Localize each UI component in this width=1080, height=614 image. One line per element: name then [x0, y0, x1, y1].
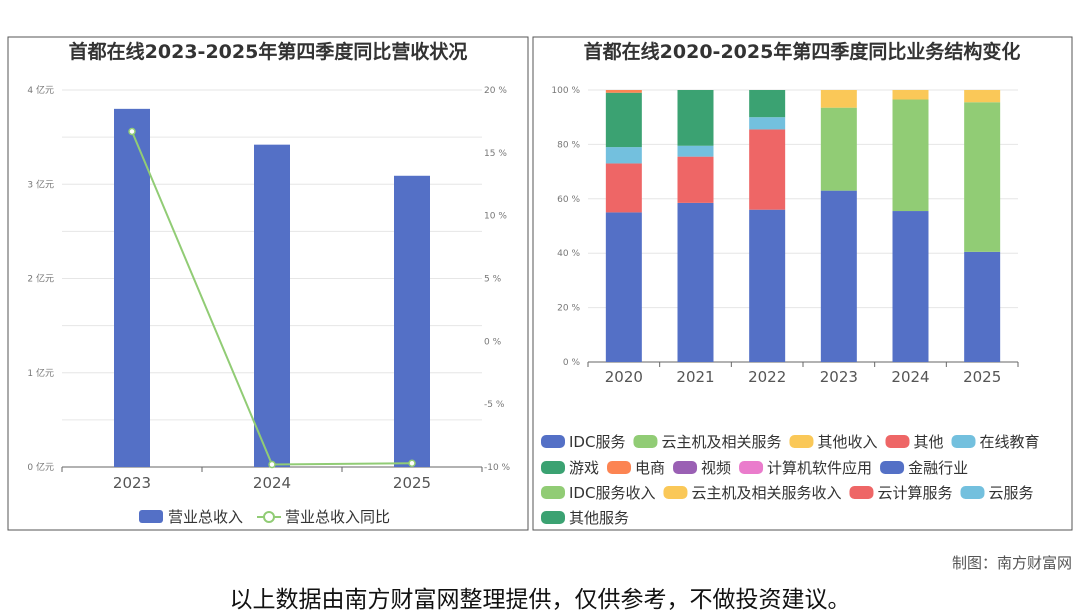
legend-swatch-revenue [139, 510, 163, 523]
y-right-tick-label: 10 % [484, 212, 507, 222]
x-tick-label: 2025 [963, 368, 1001, 386]
y-right-tick-label: 15 % [484, 149, 507, 159]
bar-segment-2023 [820, 107, 857, 191]
point-yoy-2025 [408, 459, 416, 467]
bar-segment-2020 [605, 212, 642, 362]
y-right-tick-label: -5 % [484, 400, 505, 410]
bar-segment-2022 [749, 90, 786, 118]
bar-segment-2021 [677, 145, 714, 157]
bar-segment-2020 [605, 90, 642, 93]
y-tick-label: 0 % [563, 358, 581, 368]
legend-label: 金融行业 [908, 459, 968, 477]
bar-segment-2025 [964, 90, 1001, 103]
point-yoy-2024 [268, 460, 276, 469]
bar-revenue-2025 [394, 175, 430, 467]
legend-swatch [789, 435, 814, 448]
bar-segment-2020 [605, 147, 642, 164]
x-tick-label: 2024 [891, 368, 929, 386]
legend-label: 其他 [913, 433, 943, 451]
bar-revenue-2023 [114, 108, 150, 467]
legend-swatch [739, 461, 764, 474]
chart-credit: 制图：南方财富网 [951, 554, 1072, 572]
bar-segment-2022 [749, 209, 786, 362]
bar-segment-2023 [820, 90, 857, 108]
y-left-tick-label: 4 亿元 [27, 84, 54, 96]
bar-segment-2022 [749, 129, 786, 210]
right-panel-border [532, 36, 1073, 531]
legend-label-yoy: 营业总收入同比 [285, 508, 390, 526]
legend-swatch [607, 461, 632, 474]
y-tick-label: 100 % [551, 86, 580, 96]
legend-label: 视频 [701, 459, 731, 477]
point-yoy-2023 [128, 127, 136, 136]
legend-swatch [541, 435, 565, 448]
x-tick-label: 2021 [676, 368, 714, 386]
legend-label: IDC服务 [569, 433, 625, 451]
bar-segment-2020 [605, 163, 642, 213]
legend-label: 游戏 [569, 459, 599, 477]
legend-swatch [541, 461, 565, 474]
x-tick-label: 2025 [393, 474, 431, 492]
bar-segment-2021 [677, 90, 714, 146]
y-tick-label: 20 % [557, 304, 580, 314]
legend-swatch [673, 461, 698, 474]
y-right-tick-label: 0 % [484, 337, 502, 347]
legend-label: 在线教育 [980, 433, 1040, 451]
y-right-tick-label: 20 % [484, 86, 507, 96]
legend-label: 云主机及相关服务 [661, 433, 781, 451]
legend-swatch [663, 486, 688, 499]
left-panel-border [7, 36, 529, 531]
bar-revenue-2024 [254, 144, 290, 468]
legend-swatch [541, 486, 565, 499]
legend-label: 电商 [635, 459, 665, 477]
legend-swatch [633, 435, 658, 448]
x-tick-label: 2022 [748, 368, 786, 386]
bar-segment-2024 [892, 90, 929, 100]
legend-swatch [951, 435, 976, 448]
bar-segment-2025 [964, 251, 1001, 362]
bar-segment-2023 [820, 190, 857, 362]
legend-label: 其他收入 [817, 433, 877, 451]
legend-label-revenue: 营业总收入 [168, 508, 243, 526]
bar-segment-2024 [892, 211, 929, 362]
disclaimer: 以上数据由南方财富网整理提供，仅供参考，不做投资建议。 [229, 587, 851, 613]
legend-swatch [541, 511, 565, 524]
legend-label: 其他服务 [569, 509, 629, 527]
legend-swatch [880, 461, 905, 474]
bar-segment-2021 [677, 202, 714, 362]
legend-swatch [849, 486, 874, 499]
bar-segment-2020 [605, 92, 642, 148]
legend-label: 云服务 [988, 484, 1033, 502]
y-right-tick-label: -10 % [484, 463, 511, 473]
y-tick-label: 80 % [557, 140, 580, 150]
legend-swatch [885, 435, 910, 448]
y-left-tick-label: 3 亿元 [27, 178, 54, 190]
legend-swatch-yoy-marker [263, 511, 275, 523]
right-chart-title: 首都在线2020-2025年第四季度同比业务结构变化 [584, 40, 1021, 63]
legend-label: 云计算服务 [877, 484, 952, 502]
y-left-tick-label: 2 亿元 [27, 273, 54, 285]
x-tick-label: 2024 [253, 474, 291, 492]
left-chart-title: 首都在线2023-2025年第四季度同比营收状况 [69, 40, 468, 63]
bar-segment-2024 [892, 99, 929, 212]
legend-label: 云主机及相关服务收入 [691, 484, 841, 502]
legend-label: IDC服务收入 [569, 484, 655, 502]
legend-swatch [960, 486, 985, 499]
y-tick-label: 40 % [557, 249, 580, 259]
bar-segment-2025 [964, 102, 1001, 252]
y-tick-label: 60 % [557, 195, 580, 205]
y-left-tick-label: 0 亿元 [27, 461, 54, 473]
legend-label: 计算机软件应用 [767, 459, 872, 477]
y-left-tick-label: 1 亿元 [27, 367, 54, 379]
x-tick-label: 2020 [605, 368, 643, 386]
bar-segment-2022 [749, 117, 786, 130]
x-tick-label: 2023 [113, 474, 151, 492]
x-tick-label: 2023 [820, 368, 858, 386]
y-right-tick-label: 5 % [484, 275, 502, 285]
bar-segment-2021 [677, 156, 714, 203]
